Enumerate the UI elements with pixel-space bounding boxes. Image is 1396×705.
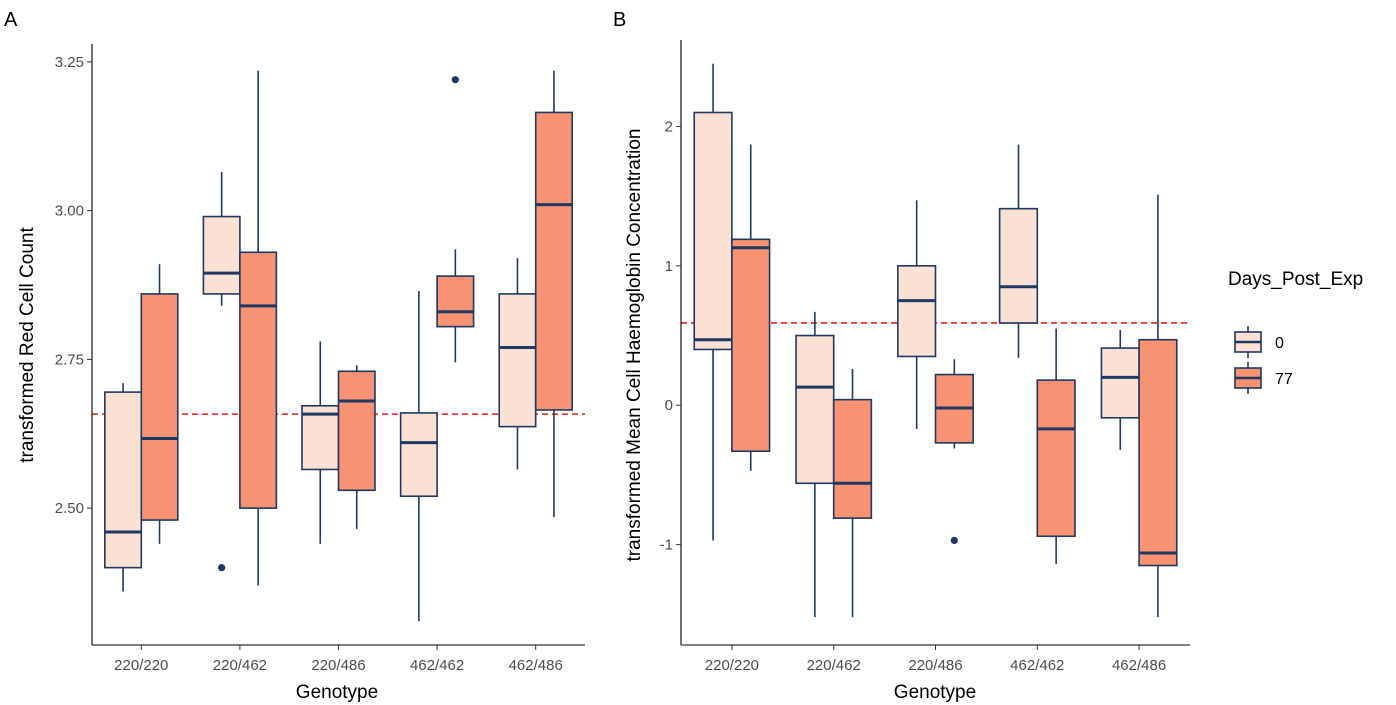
panel-a-box-462-462-day77 xyxy=(436,76,475,363)
panel-a-y-tick-label: 3.00 xyxy=(55,203,84,220)
box-body xyxy=(436,275,475,328)
panel-a-x-axis-title: Genotype xyxy=(296,682,378,703)
legend-label-day77: 77 xyxy=(1275,371,1293,388)
panel-b-y-tick-label: -1 xyxy=(660,537,673,554)
panel-a-box-462-486-day0 xyxy=(498,258,537,470)
panel-b-x-tick-label: 220/462 xyxy=(807,657,861,674)
panel-b-x-axis-title: Genotype xyxy=(894,682,976,703)
panel-a-y-tick-label: 2.50 xyxy=(55,500,84,517)
box-body xyxy=(202,215,241,295)
box-body xyxy=(337,370,376,492)
panel-a-box-220-486-day77 xyxy=(337,365,376,529)
panel-b-y-axis-title: transformed Mean Cell Haemoglobin Concen… xyxy=(624,128,645,561)
panel-b-x-tick-label: 462/462 xyxy=(1010,657,1064,674)
panel-a: A 2.50 2.75 3.00 3.25 220/220 220/462 220/486 4… xyxy=(4,9,585,703)
panel-a-label: A xyxy=(4,9,18,31)
panel-a-y-tick-label: 2.75 xyxy=(55,351,84,368)
outlier-point xyxy=(218,564,226,572)
panel-a-x-tick-label: 220/220 xyxy=(114,657,168,674)
box-body xyxy=(498,293,537,428)
panel-b-y-tick-label: 1 xyxy=(665,258,673,275)
outlier-point xyxy=(451,76,459,84)
panel-a-axis-layer: 2.50 2.75 3.00 3.25 220/220 220/462 220/486 462… xyxy=(55,44,585,674)
panel-b-box-220-462-day77 xyxy=(832,368,873,618)
panel-b-box-layer xyxy=(693,63,1178,618)
panel-a-box-220-220-day0 xyxy=(104,383,143,592)
panel-a-x-tick-label: 220/462 xyxy=(213,657,267,674)
panel-b-box-220-220-day0 xyxy=(693,63,733,541)
panel-a-y-tick-label: 3.25 xyxy=(55,54,84,71)
box-body xyxy=(399,412,438,498)
box-body xyxy=(1138,338,1178,567)
panel-b-box-220-486-day0 xyxy=(897,200,937,429)
legend: Days_Post_Exp 0 77 xyxy=(1228,269,1363,394)
box-body xyxy=(897,265,937,358)
panel-a-box-layer xyxy=(104,70,573,622)
box-body xyxy=(301,404,340,471)
panel-b-label: B xyxy=(613,9,626,31)
box-body xyxy=(534,111,573,411)
panel-b: B -1 0 1 2 220/220 220/462 220/486 462/462 462/4… xyxy=(613,9,1190,703)
panel-a-box-220-462-day0 xyxy=(202,171,241,572)
panel-b-x-tick-label: 220/486 xyxy=(908,657,962,674)
panel-b-box-462-486-day77 xyxy=(1138,194,1178,618)
legend-entry-day0: 0 xyxy=(1234,326,1284,358)
panel-a-box-462-462-day0 xyxy=(399,290,438,622)
panel-b-box-462-462-day0 xyxy=(998,144,1039,358)
panel-b-y-tick-label: 0 xyxy=(665,397,673,414)
box-body xyxy=(1036,379,1076,538)
legend-title: Days_Post_Exp xyxy=(1228,269,1363,290)
box-body xyxy=(693,111,733,351)
panel-b-x-tick-label: 462/486 xyxy=(1112,657,1166,674)
box-body xyxy=(998,207,1039,324)
panel-b-box-220-462-day0 xyxy=(795,311,835,618)
panel-b-y-tick-label: 2 xyxy=(665,118,673,135)
box-body xyxy=(731,238,771,453)
panel-a-x-tick-label: 462/486 xyxy=(509,657,563,674)
legend-entry-day77: 77 xyxy=(1234,362,1293,394)
panel-b-box-462-486-day0 xyxy=(1100,329,1140,450)
box-body xyxy=(104,391,143,569)
panel-b-box-462-462-day77 xyxy=(1036,328,1076,565)
panel-a-box-462-486-day77 xyxy=(534,70,573,518)
box-body xyxy=(239,251,278,509)
outlier-point xyxy=(950,536,958,545)
panel-b-box-220-486-day77 xyxy=(934,359,974,545)
panel-b-box-220-220-day77 xyxy=(731,144,771,471)
panel-a-box-220-462-day77 xyxy=(239,70,278,586)
panel-a-y-axis-title: transformed Red Cell Count xyxy=(17,227,38,463)
panel-a-box-220-220-day77 xyxy=(140,264,179,544)
legend-label-day0: 0 xyxy=(1275,335,1284,352)
panel-b-axis-layer: -1 0 1 2 220/220 220/462 220/486 462/462 462/486 xyxy=(660,40,1190,674)
box-body xyxy=(140,293,179,521)
panel-b-x-tick-label: 220/220 xyxy=(705,657,759,674)
box-body xyxy=(1100,347,1140,419)
box-body xyxy=(832,398,873,519)
box-body xyxy=(795,334,835,485)
panel-a-x-tick-label: 462/462 xyxy=(410,657,464,674)
panel-a-x-tick-label: 220/486 xyxy=(311,657,365,674)
panel-a-box-220-486-day0 xyxy=(301,341,340,544)
